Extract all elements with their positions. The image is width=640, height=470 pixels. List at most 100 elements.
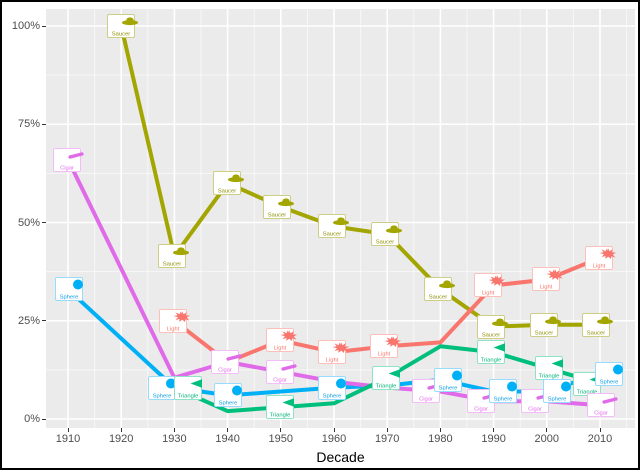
point-label-light-1960: Light <box>318 340 350 365</box>
sphere-icon <box>613 364 623 375</box>
y-axis-tick <box>42 25 46 27</box>
x-axis-tick <box>333 428 335 432</box>
y-tick-label: 25% <box>17 314 40 327</box>
point-label-triangle-1930: Triangle <box>174 375 203 400</box>
point-label-text: Cigar <box>473 405 488 413</box>
x-axis-tick <box>439 428 441 432</box>
point-label-light-1990: Light <box>473 273 505 298</box>
x-axis-title: Decade <box>316 449 365 465</box>
cigar-icon <box>281 364 297 371</box>
point-label-sphere-1910: Sphere <box>55 277 83 302</box>
point-label-text: Sphere <box>218 400 237 407</box>
y-tick-label: 0% <box>24 413 40 425</box>
point-label-sphere-1990: Sphere <box>488 379 517 404</box>
point-label-text: Sphere <box>547 396 567 403</box>
x-tick-label: 1920 <box>108 433 134 445</box>
point-label-text: Saucer <box>267 211 286 218</box>
point-label-saucer-1970: Saucer <box>371 222 403 247</box>
point-label-text: Light <box>481 289 494 297</box>
saucer-icon <box>491 318 508 326</box>
sphere-icon <box>506 381 517 392</box>
point-label-text: Light <box>273 345 287 352</box>
point-label-light-2010: Light <box>585 245 617 270</box>
x-tick-label: 1980 <box>428 433 453 445</box>
point-label-text: Sphere <box>493 396 512 403</box>
point-label-saucer-1960: Saucer <box>318 214 349 239</box>
point-label-text: Triangle <box>375 382 397 389</box>
point-label-saucer-1930: Saucer <box>158 243 190 268</box>
point-label-saucer-1990: Saucer <box>476 314 508 339</box>
saucer-icon <box>122 17 139 26</box>
point-label-text: Light <box>592 262 606 269</box>
x-tick-label: 1910 <box>55 433 81 445</box>
saucer-icon <box>227 174 244 183</box>
sphere-icon <box>336 378 346 389</box>
point-label-light-1970: Light <box>370 334 402 359</box>
saucer-icon <box>544 316 561 324</box>
saucer-icon <box>333 217 349 226</box>
sphere-icon <box>231 385 242 396</box>
point-label-saucer-2000: Saucer <box>529 312 561 337</box>
point-label-cigar-1950: Cigar <box>265 359 297 384</box>
point-label-text: Triangle <box>576 388 598 395</box>
point-label-text: Triangle <box>178 392 199 399</box>
point-label-text: Light <box>539 284 553 291</box>
light-icon <box>546 269 563 281</box>
x-axis-tick <box>546 428 548 432</box>
x-tick-label: 1930 <box>162 433 187 445</box>
sphere-icon <box>166 378 177 389</box>
point-label-saucer-1950: Saucer <box>262 194 294 219</box>
point-label-text: Sphere <box>59 293 79 301</box>
y-tick-label: 50% <box>17 216 40 229</box>
x-axis-tick <box>67 428 69 432</box>
point-label-text: Cigar <box>527 405 542 413</box>
point-label-text: Sphere <box>153 392 172 399</box>
triangle-icon <box>190 378 203 388</box>
light-icon <box>488 275 505 287</box>
cigar-icon <box>68 151 84 159</box>
x-tick-label: 1970 <box>374 433 400 445</box>
light-icon <box>384 336 402 348</box>
point-label-text: Saucer <box>481 331 500 338</box>
x-axis-tick <box>173 428 175 432</box>
point-label-text: Saucer <box>111 30 131 37</box>
saucer-icon <box>439 280 456 289</box>
sphere-icon <box>560 381 571 392</box>
y-axis-tick <box>42 222 46 223</box>
x-axis-tick <box>120 428 122 432</box>
sphere-icon <box>452 370 463 381</box>
y-axis-tick <box>42 320 46 322</box>
point-label-text: Light <box>325 356 339 364</box>
x-tick-label: 1960 <box>321 433 347 445</box>
point-label-triangle-1950: Triangle <box>265 395 294 420</box>
point-label-sphere-1940: Sphere <box>213 383 242 408</box>
light-icon <box>173 310 191 322</box>
series-line-cigar <box>66 158 601 408</box>
triangle-icon <box>551 359 563 368</box>
point-label-saucer-1980: Saucer <box>424 277 456 302</box>
point-label-sphere-1930: Sphere <box>148 375 177 400</box>
point-label-saucer-1920: Saucer <box>107 14 139 38</box>
point-label-sphere-2000: Sphere <box>542 379 571 404</box>
point-label-light-2000: Light <box>531 267 563 292</box>
point-label-sphere-2010: Sphere <box>595 361 623 386</box>
point-label-text: Cigar <box>272 376 287 383</box>
point-label-text: Saucer <box>375 238 395 246</box>
point-label-text: Cigar <box>60 164 74 171</box>
light-icon <box>599 248 617 259</box>
y-axis-tick <box>42 123 46 125</box>
y-tick-label: 100% <box>11 20 40 32</box>
point-label-text: Triangle <box>480 356 501 364</box>
saucer-icon <box>386 225 403 234</box>
triangle-icon <box>282 398 294 408</box>
point-label-sphere-1980: Sphere <box>434 367 463 392</box>
point-label-text: Saucer <box>163 260 182 267</box>
cigar-icon <box>602 397 618 404</box>
light-icon <box>280 330 297 342</box>
point-label-text: Light <box>167 325 180 332</box>
x-axis-tick <box>493 428 495 432</box>
x-tick-label: 1990 <box>481 433 506 445</box>
point-label-cigar-2010: Cigar <box>587 393 618 418</box>
point-label-light-1930: Light <box>159 308 191 333</box>
point-label-triangle-1970: Triangle <box>372 365 401 390</box>
